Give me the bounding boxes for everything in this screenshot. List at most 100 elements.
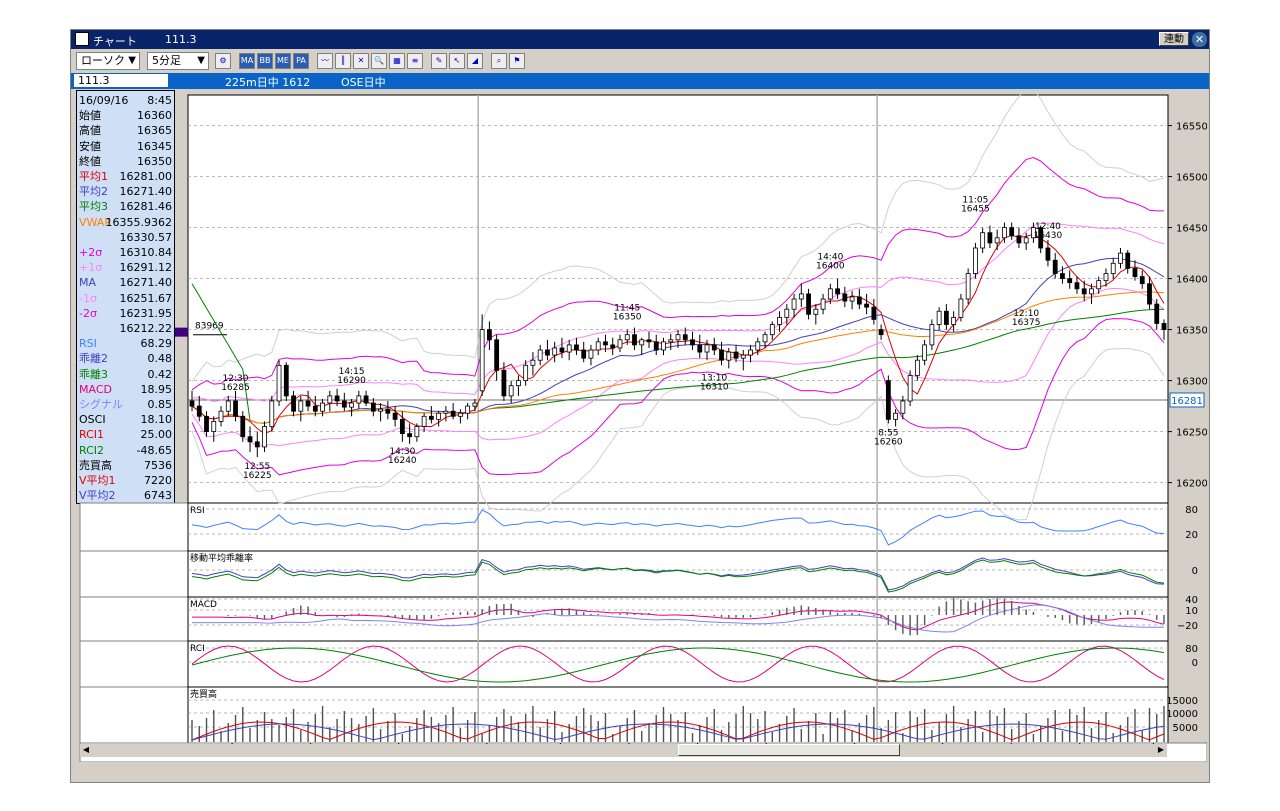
pen-icon[interactable]: ✎: [431, 53, 447, 69]
info-label: 安値: [79, 139, 101, 153]
candle-body: [907, 375, 913, 402]
ma-icon[interactable]: MA: [239, 53, 255, 69]
candle-body: [334, 395, 340, 402]
info-value: 16281.00: [119, 170, 173, 183]
me-icon[interactable]: ME: [275, 53, 291, 69]
code-input[interactable]: 111.3: [74, 74, 168, 87]
price-tick-label: 16250: [1176, 428, 1207, 439]
info-row: RCI1 25.00: [79, 427, 172, 442]
info-row: V平均2 6743: [79, 488, 172, 503]
candle-body: [798, 293, 804, 300]
candle-body: [508, 385, 514, 397]
candle-body: [1031, 227, 1036, 239]
candle-body: [653, 341, 659, 351]
candle-body: [450, 410, 456, 417]
info-value: 16271.40: [119, 185, 173, 199]
candle-body: [697, 344, 703, 353]
candle-body: [632, 334, 637, 346]
horizontal-scrollbar[interactable]: ◀ ▶: [80, 744, 1167, 757]
info-label: VWAP: [79, 215, 111, 229]
candle-body: [719, 349, 724, 361]
price-annotation-time: 11:05: [962, 195, 988, 205]
search-icon[interactable]: ⌕: [491, 53, 507, 69]
pointer-icon[interactable]: ↖: [449, 53, 465, 69]
candle-body: [1103, 273, 1109, 282]
candle-body: [1118, 252, 1123, 264]
candle-body: [951, 316, 957, 325]
info-label: MA: [79, 276, 97, 290]
candle-body: [893, 412, 899, 420]
sub-tick-label: 10: [1185, 606, 1198, 617]
close-icon[interactable]: ✕: [1192, 32, 1207, 47]
zoom-icon[interactable]: 🔍: [371, 53, 387, 69]
band-plus-2sigma: [191, 156, 1164, 391]
candle-body: [588, 349, 594, 359]
info-value: 16360: [137, 109, 172, 123]
candle-body: [204, 415, 209, 432]
candle-body: [1161, 323, 1167, 330]
candle-body: [385, 408, 391, 414]
sub-panel-title: RSI: [190, 506, 205, 516]
candle-body: [537, 349, 543, 361]
eraser-icon[interactable]: ◢: [467, 53, 483, 69]
info-value: 0.85: [147, 398, 173, 411]
candle-body: [711, 344, 717, 351]
cross-icon[interactable]: ✕: [353, 53, 369, 69]
pa-icon[interactable]: PA: [293, 53, 309, 69]
info-label: 乖離3: [79, 367, 108, 381]
price-annotation-value: 16285: [221, 383, 250, 393]
candle-body: [1110, 262, 1116, 274]
candle-body: [457, 412, 463, 417]
info-row: RCI2 -48.65: [79, 443, 172, 458]
chart-type-select[interactable]: ローソク ▼: [76, 52, 140, 70]
sub-tick-label: 10000: [1166, 709, 1198, 720]
candle-body: [574, 344, 579, 351]
candle-body: [994, 237, 1000, 244]
price-annotation-value: 16260: [874, 437, 903, 447]
price-chart[interactable]: 16550 16500 16450 16400 16350 16300 16250 16200…: [75, 90, 1207, 762]
candle-body: [733, 351, 739, 359]
scroll-thumb[interactable]: [678, 744, 900, 756]
sub-tick-label: 80: [1185, 505, 1198, 516]
flag-icon[interactable]: ⚑: [509, 53, 525, 69]
info-row: 高値 16365: [79, 123, 172, 138]
line-icon[interactable]: 〰: [317, 53, 333, 69]
grid-icon[interactable]: ▦: [389, 53, 405, 69]
bars-icon[interactable]: ≡: [407, 53, 423, 69]
info-row: MA 16271.40: [79, 275, 172, 290]
interval-select[interactable]: 5分足 ▼: [147, 52, 209, 70]
price-annotation-time: 11:45: [614, 304, 640, 314]
link-button[interactable]: 連動: [1159, 32, 1189, 46]
price-annotation-value: 16455: [961, 204, 990, 214]
info-row: -1σ 16251.67: [79, 291, 172, 306]
settings-icon[interactable]: ⚙: [215, 53, 231, 69]
price-annotation-value: 16225: [243, 471, 272, 481]
price-annotation-value: 16240: [388, 456, 417, 466]
candle-body: [305, 400, 311, 407]
scroll-right-icon[interactable]: ▶: [1157, 745, 1165, 754]
candle-body: [501, 369, 507, 397]
sub-panel-title: 売買高: [190, 688, 217, 700]
candle-body: [704, 344, 710, 353]
candle-body: [1023, 237, 1029, 244]
candle-body: [740, 354, 746, 359]
candle-body: [545, 349, 550, 356]
sub-tick-label: 80: [1185, 644, 1198, 655]
price-annotation-value: 16350: [613, 313, 642, 323]
bb-icon[interactable]: BB: [257, 53, 273, 69]
info-label: 始値: [79, 109, 101, 123]
candle-body: [1038, 227, 1044, 249]
price-annotation-value: 16430: [1034, 231, 1063, 241]
price-annotation-time: 12:10: [1013, 309, 1039, 319]
scroll-left-icon[interactable]: ◀: [82, 745, 90, 754]
info-value: 18.95: [140, 382, 173, 396]
candle-icon[interactable]: ║: [335, 53, 351, 69]
info-label: RCI1: [79, 428, 105, 442]
candle-body: [1125, 252, 1131, 269]
price-tick-label: 16300: [1176, 377, 1207, 388]
candle-body: [269, 400, 275, 427]
candle-body: [559, 347, 565, 353]
info-row: 乖離2 0.48: [79, 351, 172, 366]
candle-body: [262, 426, 267, 448]
current-price-label: 16281: [1171, 396, 1203, 407]
